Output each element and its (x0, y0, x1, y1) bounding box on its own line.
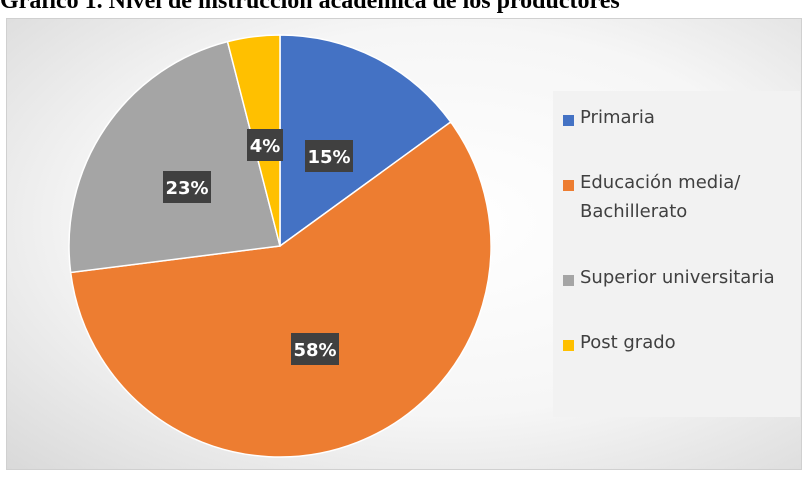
legend-swatch (563, 180, 574, 191)
chart-title-cutoff: Grafico 1. Nivel de instruccion academic… (0, 0, 620, 14)
legend: Primaria Educación media/ Bachillerato S… (553, 91, 800, 417)
data-label-text: 58% (293, 340, 336, 361)
slice-educacion-media (69, 120, 492, 458)
chart-area: 15% 58% 23% 4% Primaria Educación media/ Ba… (6, 18, 802, 470)
legend-label: Post grado (580, 332, 676, 353)
legend-item-post-grado: Post grado (553, 332, 800, 374)
data-label-text: 15% (307, 147, 350, 168)
legend-swatch (563, 275, 574, 286)
data-label-educacion-media: 58% (291, 333, 339, 365)
data-label-background (163, 171, 211, 203)
legend-swatch (563, 115, 574, 126)
data-label-post-grado: 4% (247, 129, 283, 161)
data-label-background (305, 140, 353, 172)
legend-item-primaria: Primaria (553, 107, 800, 174)
legend-label: Educación media/ Bachillerato (580, 172, 741, 222)
data-label-primaria: 15% (305, 140, 353, 172)
data-label-superior-universitaria: 23% (163, 171, 211, 203)
data-label-background (291, 333, 339, 365)
slice-superior-universitaria (68, 40, 281, 274)
legend-label: Primaria (580, 107, 655, 128)
legend-item-educacion-media: Educación media/ Bachillerato (553, 172, 800, 269)
data-label-text: 23% (165, 178, 208, 199)
legend-label: Superior universitaria (580, 267, 775, 288)
slice-primaria (279, 34, 452, 248)
legend-swatch (563, 340, 574, 351)
legend-item-superior: Superior universitaria (553, 267, 800, 334)
pie-chart: 15% 58% 23% 4% (68, 34, 492, 458)
data-label-background (247, 129, 283, 161)
data-label-text: 4% (250, 136, 281, 157)
